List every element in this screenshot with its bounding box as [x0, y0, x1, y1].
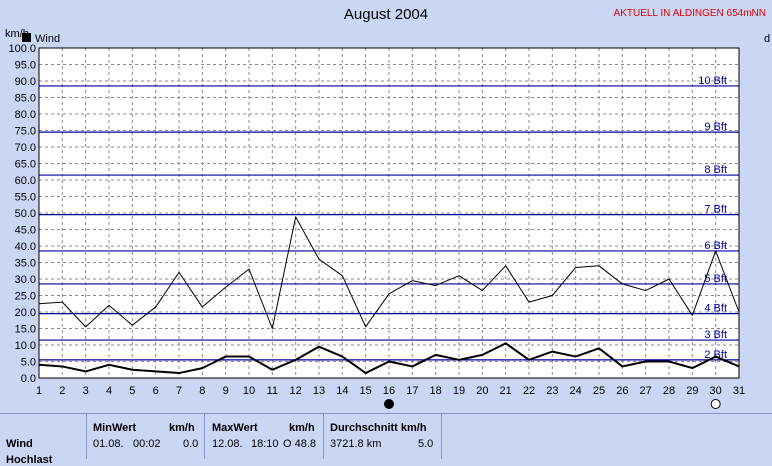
x-tick-label: 3 — [83, 385, 89, 397]
x-tick-label: 14 — [336, 385, 348, 397]
min-value: 0.0 — [183, 438, 199, 450]
min-date: 01.08. — [93, 438, 124, 450]
y-tick-label: 60.0 — [15, 175, 36, 187]
min-header: MinWert — [93, 422, 137, 434]
x-tick-label: 10 — [243, 385, 255, 397]
x-tick-label: 12 — [290, 385, 302, 397]
x-tick-label: 20 — [476, 385, 488, 397]
x-tick-label: 1 — [36, 385, 42, 397]
x-tick-label: 21 — [500, 385, 512, 397]
x-tick-label: 23 — [546, 385, 558, 397]
beaufort-label: 6 Bft — [704, 240, 727, 252]
x-tick-label: 7 — [176, 385, 182, 397]
x-tick-label: 28 — [663, 385, 675, 397]
x-tick-label: 27 — [640, 385, 652, 397]
y-tick-label: 15.0 — [15, 324, 36, 336]
x-tick-label: 29 — [686, 385, 698, 397]
x-tick-label: 26 — [616, 385, 628, 397]
footer-avg-cell: Durchschnitt km/h 3721.8 km 5.0 — [324, 414, 442, 459]
avg-distance: 3721.8 km — [330, 438, 382, 450]
y-tick-label: 55.0 — [15, 192, 36, 204]
y-tick-label: 10.0 — [15, 340, 36, 352]
max-time: 18:10 — [251, 438, 279, 450]
beaufort-label: 4 Bft — [704, 303, 727, 315]
x-tick-label: 9 — [223, 385, 229, 397]
beaufort-label: 2 Bft — [704, 349, 727, 361]
beaufort-label: 9 Bft — [704, 121, 727, 133]
max-header: MaxWert — [212, 422, 258, 434]
x-tick-label: 11 — [267, 385, 278, 397]
footer-row-wind: Wind — [6, 438, 33, 450]
beaufort-label: 8 Bft — [704, 164, 727, 176]
max-unit: km/h — [289, 422, 315, 434]
y-tick-label: 85.0 — [15, 93, 36, 105]
avg-header: Durchschnitt km/h — [330, 422, 427, 434]
legend-label: Wind — [35, 33, 60, 45]
x-tick-label: 19 — [453, 385, 465, 397]
y-tick-label: 45.0 — [15, 225, 36, 237]
x-tick-label: 13 — [313, 385, 325, 397]
y-tick-label: 35.0 — [15, 258, 36, 270]
x-tick-label: 2 — [59, 385, 65, 397]
new-moon-icon — [384, 399, 394, 409]
x-tick-label: 31 — [733, 385, 745, 397]
avg-value: 5.0 — [418, 438, 434, 450]
footer-max-cell: MaxWert km/h 12.08. 18:10 O 48.8 — [205, 414, 324, 459]
y-tick-label: 20.0 — [15, 307, 36, 319]
max-date: 12.08. — [212, 438, 243, 450]
max-value: O 48.8 — [283, 438, 317, 450]
y-tick-label: 90.0 — [15, 76, 36, 88]
x-tick-label: 16 — [383, 385, 395, 397]
station-link[interactable]: AKTUELL IN ALDINGEN 654mNN — [613, 8, 766, 19]
min-unit: km/h — [169, 422, 195, 434]
plot-border — [38, 47, 740, 379]
y-tick-label: 65.0 — [15, 159, 36, 171]
footer-min-cell: MinWert km/h 01.08. 00:02 0.0 — [87, 414, 205, 459]
wind-chart: 0.0 5.0 10.0 15.0 20.0 25.0 30.0 35.0 40.0 45.0 50… — [5, 28, 770, 409]
footer-label-cell: Wind Hochlast — [0, 414, 87, 466]
x-tick-label: 22 — [523, 385, 535, 397]
y-tick-label: 70.0 — [15, 142, 36, 154]
y-tick-label: 5.0 — [21, 357, 36, 369]
x-tick-label: 6 — [153, 385, 159, 397]
chart-title: August 2004 — [343, 6, 429, 23]
y-tick-label: 0.0 — [21, 373, 36, 385]
x-tick-label: 30 — [710, 385, 722, 397]
series-line-max — [38, 216, 740, 329]
x-tick-label: 18 — [430, 385, 442, 397]
y-tick-label: 25.0 — [15, 291, 36, 303]
right-edge-label: d — [764, 33, 770, 45]
beaufort-label: 7 Bft — [704, 204, 727, 216]
x-tick-label: 17 — [406, 385, 418, 397]
stats-footer: Wind Hochlast MinWert km/h 01.08. 00:02 … — [0, 413, 772, 466]
y-tick-label: 75.0 — [15, 126, 36, 138]
y-tick-label: 50.0 — [15, 208, 36, 220]
y-tick-label: 95.0 — [15, 60, 36, 72]
full-moon-icon — [710, 399, 721, 409]
x-tick-label: 15 — [360, 385, 372, 397]
x-tick-label: 5 — [129, 385, 135, 397]
x-tick-label: 4 — [106, 385, 112, 397]
legend-swatch — [22, 33, 31, 42]
x-tick-label: 25 — [593, 385, 605, 397]
series-line-avg — [38, 342, 740, 375]
x-tick-label: 24 — [570, 385, 582, 397]
min-time: 00:02 — [133, 438, 161, 450]
y-tick-label: 30.0 — [15, 274, 36, 286]
y-tick-label: 40.0 — [15, 241, 36, 253]
y-tick-label: 100.0 — [8, 43, 36, 55]
footer-row-hochlast: Hochlast — [6, 454, 53, 466]
beaufort-label: 3 Bft — [704, 329, 727, 341]
x-tick-label: 8 — [199, 385, 205, 397]
beaufort-label: 5 Bft — [704, 273, 727, 285]
y-tick-label: 80.0 — [15, 109, 36, 121]
beaufort-label: 10 Bft — [698, 75, 727, 87]
